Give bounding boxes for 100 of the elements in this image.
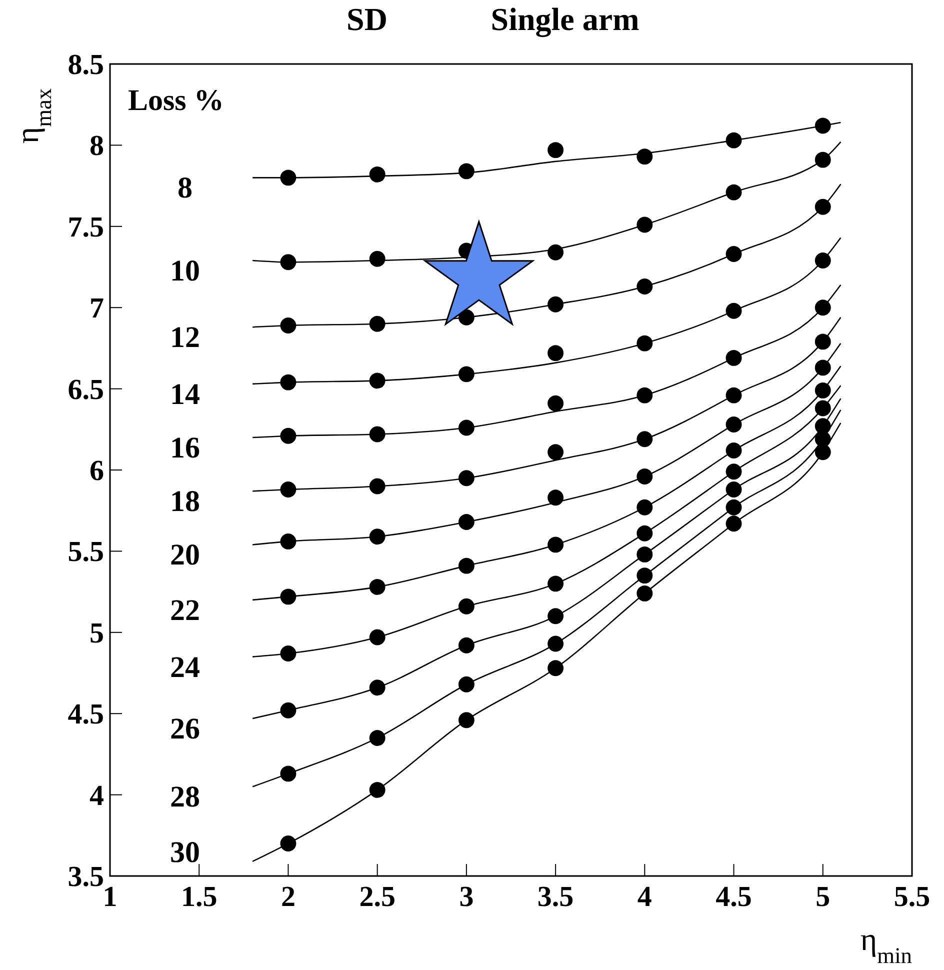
point <box>280 374 296 390</box>
point <box>814 152 831 168</box>
point <box>726 350 742 366</box>
point <box>458 712 474 728</box>
point <box>548 660 564 676</box>
point <box>280 836 296 852</box>
x-tick-label: 4 <box>637 881 652 913</box>
y-tick-label: 8.5 <box>68 49 104 81</box>
y-tick-label: 3.5 <box>68 861 104 893</box>
point <box>814 334 831 350</box>
point <box>636 499 653 516</box>
series-label: 10 <box>170 254 200 288</box>
point <box>548 142 564 158</box>
point <box>280 533 296 550</box>
y-tick-label: 8 <box>90 130 104 162</box>
point <box>814 400 831 416</box>
point <box>548 244 564 260</box>
point <box>548 345 564 362</box>
chart-title: SD <box>346 1 388 37</box>
point <box>280 646 296 662</box>
y-tick-label: 5 <box>90 617 104 650</box>
point <box>369 478 386 494</box>
line-series <box>252 398 842 720</box>
y-tick-label: 6.5 <box>68 374 104 406</box>
x-tick-label: 2.5 <box>359 881 396 913</box>
point <box>369 166 386 182</box>
point <box>458 598 474 614</box>
point <box>814 118 831 134</box>
x-tick-label: 5 <box>816 881 830 913</box>
point <box>726 416 742 432</box>
y-tick-label: 7 <box>90 292 104 325</box>
point <box>548 576 564 592</box>
point <box>458 676 474 692</box>
series-label: 30 <box>170 836 200 869</box>
point <box>548 536 564 553</box>
x-tick-label: 5.5 <box>894 881 930 913</box>
y-tick-label: 6 <box>90 455 104 487</box>
point <box>814 444 831 460</box>
series-label: 16 <box>170 432 200 465</box>
series-label: 12 <box>170 321 200 354</box>
point <box>814 418 831 434</box>
legend-title: Loss % <box>128 84 224 117</box>
point <box>280 254 296 270</box>
point <box>280 318 296 334</box>
point <box>726 246 742 262</box>
point <box>548 296 564 312</box>
point <box>636 387 653 404</box>
series-label: 14 <box>170 378 200 411</box>
point <box>636 431 653 448</box>
point <box>636 525 653 542</box>
point <box>636 278 653 294</box>
point <box>280 702 296 718</box>
point <box>548 608 564 624</box>
point <box>726 442 742 458</box>
point <box>369 782 386 798</box>
point <box>548 636 564 652</box>
point <box>548 490 564 506</box>
y-tick-label: 4.5 <box>68 698 104 731</box>
point <box>636 546 653 562</box>
point <box>458 470 474 486</box>
x-tick-label: 1.5 <box>180 881 218 913</box>
point <box>458 420 474 436</box>
point <box>636 585 653 602</box>
point <box>726 482 742 498</box>
series-label: 18 <box>170 485 200 518</box>
x-tick-label: 3.5 <box>537 881 574 913</box>
point <box>548 444 564 460</box>
point <box>636 335 653 352</box>
series-label: 22 <box>170 594 200 627</box>
x-tick-label: 1 <box>102 881 118 913</box>
point <box>814 252 831 268</box>
x-axis-title: η$_{min}$ <box>860 921 912 968</box>
point <box>369 578 386 595</box>
x-tick-label: 4.5 <box>716 881 752 913</box>
line-series <box>252 409 842 788</box>
point <box>726 132 742 148</box>
point <box>280 588 296 605</box>
point <box>369 372 386 389</box>
point <box>369 680 386 696</box>
point <box>726 516 742 532</box>
point <box>458 366 474 382</box>
point <box>458 558 474 574</box>
point <box>280 482 296 498</box>
y-tick-label: 7.5 <box>68 211 104 244</box>
y-tick-label: 5.5 <box>68 536 104 568</box>
point <box>280 428 296 444</box>
y-tick-label: 4 <box>90 780 104 812</box>
point <box>458 514 474 530</box>
series-label: 28 <box>170 780 200 814</box>
point <box>726 464 742 480</box>
point <box>636 568 653 584</box>
point <box>814 198 831 215</box>
point <box>458 309 474 326</box>
point <box>814 431 831 448</box>
point <box>636 468 653 484</box>
point <box>369 250 386 267</box>
point <box>636 148 653 165</box>
series-label: 24 <box>170 650 200 684</box>
point <box>458 163 474 180</box>
x-tick-label: 2 <box>280 881 296 913</box>
